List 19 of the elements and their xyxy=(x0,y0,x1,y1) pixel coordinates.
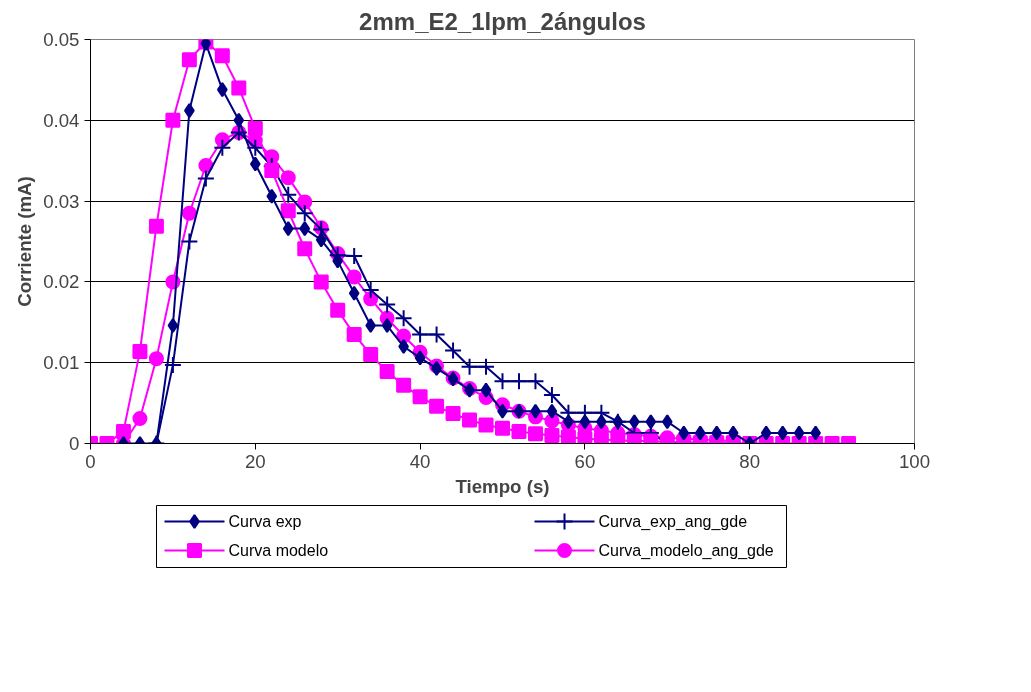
y-tick-label: 0.02 xyxy=(43,271,80,293)
y-tick-label: 0 xyxy=(69,433,80,454)
y-tick-label: 0.04 xyxy=(43,109,80,131)
x-tick-label: 20 xyxy=(244,450,266,472)
y-tick-label: 0.03 xyxy=(43,190,80,212)
y-tick-label: 0.01 xyxy=(43,352,80,374)
y-axis-title: Corriente (mA) xyxy=(14,176,36,307)
x-tick-label: 80 xyxy=(739,450,761,472)
legend-label: Curva exp xyxy=(228,513,302,530)
x-tick-label: 100 xyxy=(898,450,931,472)
y-tick-label: 0.05 xyxy=(43,29,80,50)
legend-label: Curva_modelo_ang_gde xyxy=(598,542,774,560)
x-tick-label: 0 xyxy=(85,450,96,472)
x-tick-label: 60 xyxy=(574,450,596,472)
x-axis-title: Tiempo (s) xyxy=(455,475,550,497)
x-tick-label: 40 xyxy=(409,450,431,472)
chart-title: 2mm_E2_1lpm_2ángulos xyxy=(359,7,646,35)
legend-label: Curva_exp_ang_gde xyxy=(598,513,748,531)
legend-label: Curva modelo xyxy=(228,542,329,559)
